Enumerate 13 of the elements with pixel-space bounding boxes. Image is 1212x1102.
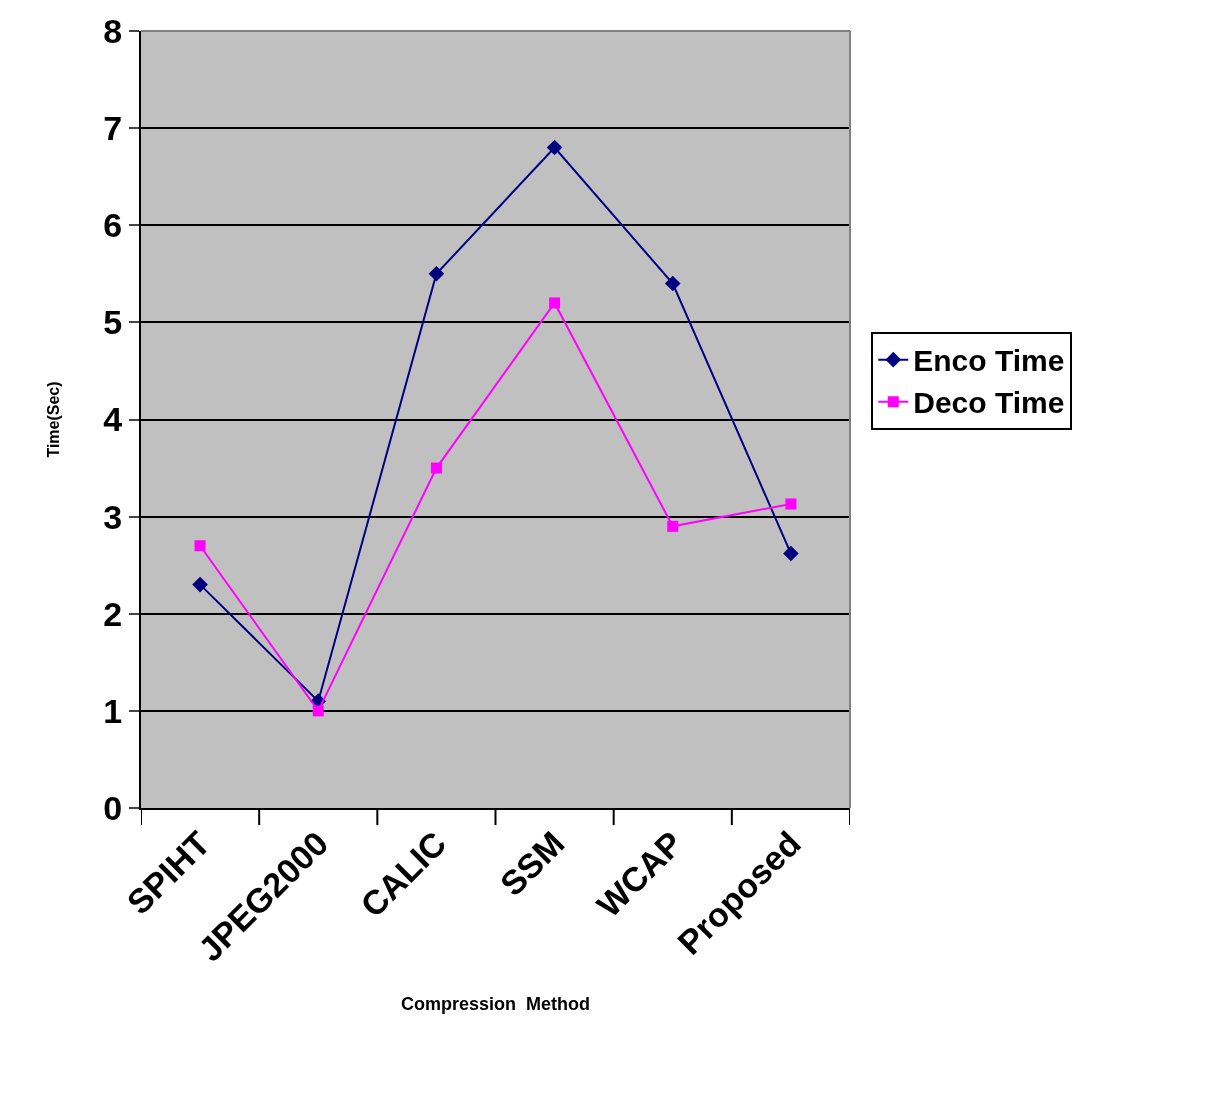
y-tick-label: 2	[103, 594, 123, 633]
y-axis-title: Time(Sec)	[44, 381, 62, 458]
x-axis-title: Compression Method	[400, 994, 591, 1014]
y-tick-label: 1	[103, 691, 123, 730]
y-tick-label: 8	[103, 11, 123, 50]
legend-label: Deco Time	[913, 386, 1065, 420]
legend-label: Enco Time	[913, 344, 1065, 378]
y-tick-label: 5	[103, 303, 123, 342]
y-tick-label: 6	[103, 206, 123, 245]
y-tick-label: 4	[103, 400, 123, 439]
y-tick-label: 7	[103, 109, 123, 148]
y-tick-label: 3	[103, 497, 123, 536]
y-tick-label: 0	[103, 788, 123, 827]
